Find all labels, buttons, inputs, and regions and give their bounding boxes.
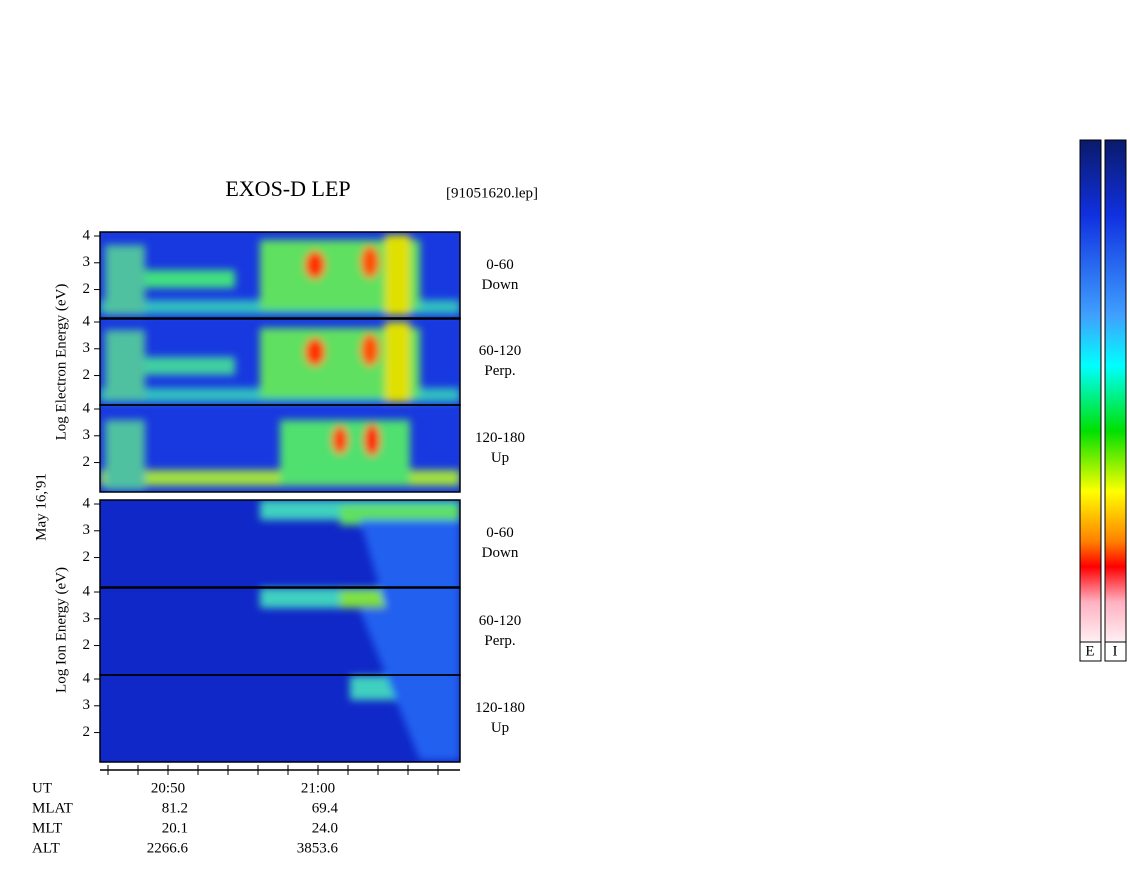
y-tick-label: 3 xyxy=(83,340,91,356)
pitch-angle: 120-180 xyxy=(475,430,525,446)
pitch-angle: 0-60 xyxy=(486,257,514,273)
pitch-angle: 0-60 xyxy=(486,525,514,541)
y-tick-label: 2 xyxy=(83,454,91,470)
colorbar-label-box xyxy=(1079,641,1102,662)
direction: Up xyxy=(491,720,509,736)
file-name: [91051620.lep] xyxy=(446,185,538,201)
ephemeris-value: 81.2 xyxy=(162,800,188,816)
group-label: Log Electron Energy (eV) xyxy=(53,284,69,441)
colorbar xyxy=(1104,139,1127,643)
y-tick-label: 2 xyxy=(83,549,91,565)
y-tick-label: 2 xyxy=(83,724,91,740)
y-tick-label: 3 xyxy=(83,427,91,443)
y-tick-label: 4 xyxy=(83,583,91,599)
y-tick-label: 3 xyxy=(83,254,91,270)
panel-frame xyxy=(99,231,461,320)
pitch-angle: 60-120 xyxy=(479,343,522,359)
panel-frame xyxy=(99,404,461,493)
row-label: MLT xyxy=(32,820,62,836)
ephemeris-value: 21:00 xyxy=(301,780,335,796)
ephemeris-value: 2266.6 xyxy=(147,840,189,856)
row-label: UT xyxy=(32,780,52,796)
direction: Down xyxy=(482,277,519,293)
pitch-angle: 120-180 xyxy=(475,700,525,716)
colorbar-label: E xyxy=(1085,643,1094,659)
panel-frame xyxy=(99,499,461,588)
ephemeris-value: 20.1 xyxy=(162,820,188,836)
direction: Perp. xyxy=(484,363,515,379)
ephemeris-value: 3853.6 xyxy=(297,840,339,856)
y-tick-label: 3 xyxy=(83,522,91,538)
ephemeris-value: 20:50 xyxy=(151,780,185,796)
ephemeris-value: 69.4 xyxy=(312,800,339,816)
panel-frame xyxy=(99,674,461,763)
y-tick-label: 4 xyxy=(83,227,91,243)
y-tick-label: 4 xyxy=(83,400,91,416)
y-tick-label: 2 xyxy=(83,367,91,383)
ephemeris-value: 24.0 xyxy=(312,820,338,836)
y-tick-label: 3 xyxy=(83,610,91,626)
y-tick-label: 4 xyxy=(83,495,91,511)
direction: Up xyxy=(491,450,509,466)
pitch-angle: 60-120 xyxy=(479,613,522,629)
y-tick-label: 3 xyxy=(83,697,91,713)
y-tick-label: 2 xyxy=(83,637,91,653)
direction: Perp. xyxy=(484,633,515,649)
ion-spectrogram xyxy=(100,500,460,762)
y-tick-label: 4 xyxy=(83,670,91,686)
group-label: Log Ion Energy (eV) xyxy=(53,567,69,693)
y-tick-label: 2 xyxy=(83,281,91,297)
date: May 16,'91 xyxy=(33,473,49,541)
colorbar xyxy=(1079,139,1102,643)
row-label: MLAT xyxy=(32,800,73,816)
y-tick-label: 4 xyxy=(83,313,91,329)
colorbar-label: I xyxy=(1113,643,1118,659)
title: EXOS-D LEP xyxy=(225,176,350,201)
row-label: ALT xyxy=(32,840,60,856)
colorbar-label-box xyxy=(1104,641,1127,662)
direction: Down xyxy=(482,545,519,561)
electron-spectrogram xyxy=(100,232,460,492)
